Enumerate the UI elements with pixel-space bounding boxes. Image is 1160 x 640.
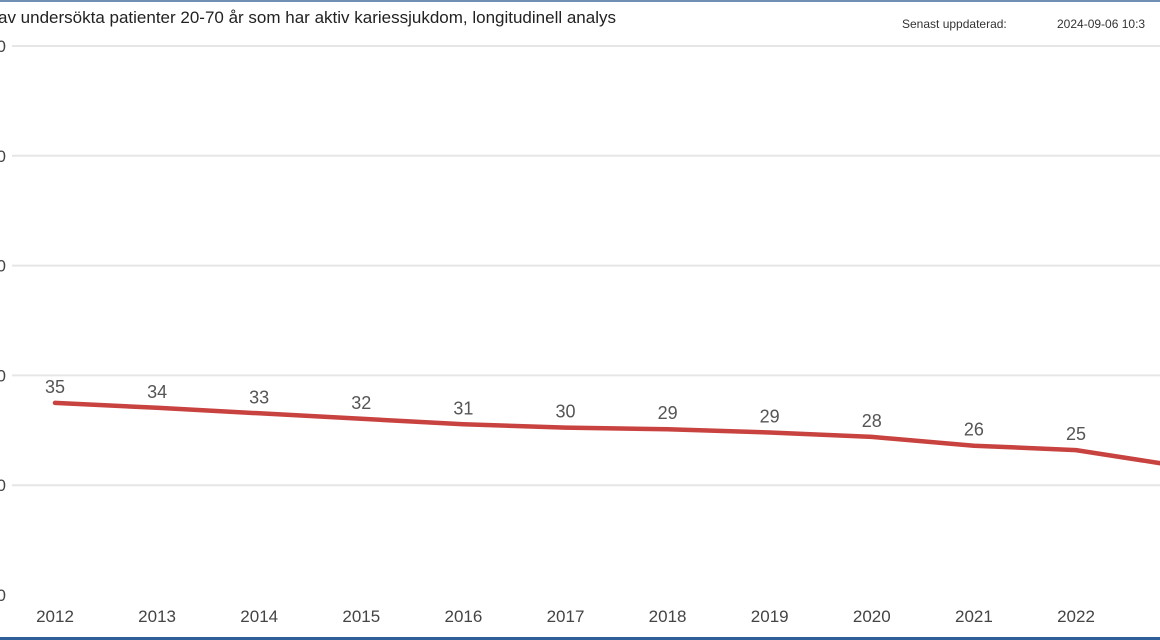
- x-tick-label: 2014: [240, 607, 278, 626]
- data-label: 35: [45, 377, 65, 397]
- data-point: [665, 427, 670, 432]
- data-label: 26: [964, 420, 984, 440]
- x-tick-label: 2012: [36, 607, 74, 626]
- x-tick-label: 2015: [342, 607, 380, 626]
- x-tick-label: 2013: [138, 607, 176, 626]
- data-label: 29: [760, 406, 780, 426]
- data-point: [359, 416, 364, 421]
- y-tick-label: 0: [0, 366, 6, 385]
- y-tick-label: 0: [0, 37, 6, 56]
- x-tick-label: 2020: [853, 607, 891, 626]
- data-label: 33: [249, 387, 269, 407]
- data-label: 30: [555, 402, 575, 422]
- data-label: 32: [351, 393, 371, 413]
- x-tick-label: 2021: [955, 607, 993, 626]
- series-line: [52, 400, 1160, 466]
- data-point: [257, 411, 262, 416]
- data-point: [869, 434, 874, 439]
- y-tick-label: 0: [0, 476, 6, 495]
- x-tick-label: 2017: [547, 607, 585, 626]
- x-tick-label: 2018: [649, 607, 687, 626]
- data-point: [971, 443, 976, 448]
- data-label: 25: [1066, 424, 1086, 444]
- x-tick-label: 2019: [751, 607, 789, 626]
- data-label: 34: [147, 382, 167, 402]
- data-point: [155, 405, 160, 410]
- data-point: [53, 400, 57, 405]
- chart-title: av undersökta patienter 20-70 år som har…: [0, 8, 616, 27]
- data-point: [1074, 448, 1078, 453]
- y-tick-label: 0: [0, 586, 6, 605]
- last-updated-value: 2024-09-06 10:3: [1057, 17, 1146, 31]
- data-point: [461, 422, 466, 427]
- y-tick-label: 0: [0, 147, 6, 166]
- x-tick-label: 2016: [444, 607, 482, 626]
- data-label: 28: [862, 411, 882, 431]
- data-label: 29: [658, 403, 678, 423]
- data-label: 31: [453, 398, 473, 418]
- y-tick-label: 0: [0, 257, 6, 276]
- x-tick-label: 2022: [1057, 607, 1095, 626]
- data-point: [767, 430, 772, 435]
- last-updated-label: Senast uppdaterad:: [902, 17, 1007, 31]
- data-point: [563, 425, 568, 430]
